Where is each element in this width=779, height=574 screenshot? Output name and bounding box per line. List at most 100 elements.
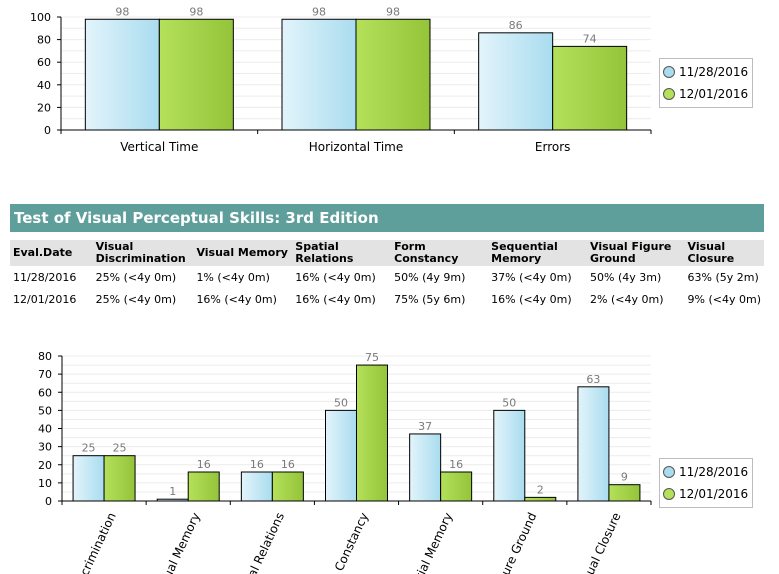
- table-header-row: Eval.Date Visual Discrimination Visual M…: [10, 240, 764, 266]
- legend-label: 12/01/2016: [679, 487, 749, 501]
- table-cell: 11/28/2016: [13, 270, 77, 284]
- data-label: 9: [621, 471, 628, 484]
- column-header: Spatial Relations: [292, 240, 392, 266]
- x-tick-label: Horizontal Time: [309, 140, 403, 154]
- y-tick-label: 40: [38, 423, 52, 436]
- y-tick-label: 20: [37, 101, 51, 114]
- legend-label: 12/01/2016: [679, 87, 749, 101]
- data-label: 50: [334, 396, 348, 409]
- column-header: Visual Discrimination: [92, 240, 194, 266]
- y-tick-label: 30: [38, 441, 52, 454]
- data-label: 75: [365, 351, 379, 364]
- data-label: 25: [113, 442, 127, 455]
- bar: [187, 471, 220, 502]
- y-tick-label: 70: [38, 368, 52, 381]
- legend-label: 11/28/2016: [679, 65, 749, 79]
- table-cell: 50% (4y 9m): [394, 270, 466, 284]
- x-tick-label: Constancy: [332, 510, 371, 573]
- table-cell: 16% (<4y 0m): [295, 270, 376, 284]
- bar: [103, 455, 136, 502]
- x-tick-label: ure Ground: [498, 510, 539, 574]
- y-tick-label: 100: [30, 11, 51, 24]
- data-label: 16: [449, 458, 463, 471]
- bar: [158, 18, 234, 131]
- column-header: Visual Memory: [193, 240, 293, 266]
- y-tick-label: 0: [45, 495, 52, 508]
- table-cell: 63% (5y 2m): [687, 270, 759, 284]
- data-label: 74: [583, 32, 597, 45]
- table-cell: 12/01/2016: [13, 292, 77, 306]
- y-tick-label: 60: [38, 386, 52, 399]
- times-errors-bar-chart: 0 20 40 60 80 100 98 98 Vertical Time 98 98 Horizon…: [30, 5, 652, 154]
- x-tick-label: ual Closure: [583, 510, 624, 574]
- bar: [156, 498, 189, 502]
- chart-top-legend: 11/28/2016 12/01/2016: [659, 58, 753, 108]
- bar: [524, 496, 557, 502]
- table-cell: 37% (<4y 0m): [491, 270, 572, 284]
- table-cell: 25% (<4y 0m): [95, 270, 177, 284]
- table-cell: 16% (<4y 0m): [196, 292, 277, 306]
- bar: [240, 471, 273, 502]
- data-label: 63: [586, 373, 600, 386]
- data-label: 16: [250, 458, 264, 471]
- bar: [355, 18, 431, 131]
- table-cell: 75% (5y 6m): [394, 292, 466, 306]
- data-label: 37: [418, 420, 432, 433]
- data-label: 50: [502, 396, 516, 409]
- table-row: 11/28/2016 25% (<4y 0m) 1% (<4y 0m) 16% …: [10, 266, 764, 288]
- column-header: Eval.Date: [10, 240, 93, 266]
- bar: [84, 18, 160, 131]
- y-tick-label: 20: [38, 459, 52, 472]
- table-cell: 25% (<4y 0m): [95, 292, 177, 306]
- bar: [72, 455, 105, 502]
- bar: [493, 409, 526, 502]
- table-cell: 16% (<4y 0m): [295, 292, 376, 306]
- x-tick-label: al Relations: [245, 510, 287, 574]
- data-label: 16: [197, 458, 211, 471]
- legend-item-series-2: 12/01/2016: [663, 87, 748, 101]
- table-row: 12/01/2016 25% (<4y 0m) 16% (<4y 0m) 16%…: [10, 288, 764, 310]
- bar: [271, 471, 304, 502]
- column-header: Sequential Memory: [488, 240, 588, 266]
- data-label: 98: [115, 5, 129, 18]
- column-header: Form Constancy: [391, 240, 489, 266]
- column-header: Visual Figure Ground: [587, 240, 685, 266]
- y-tick-label: 50: [38, 404, 52, 417]
- y-tick-label: 10: [38, 477, 52, 490]
- y-tick-label: 60: [37, 56, 51, 69]
- table-cell: 16% (<4y 0m): [491, 292, 572, 306]
- legend-item-series-2: 12/01/2016: [663, 487, 748, 501]
- data-label: 98: [189, 5, 203, 18]
- bar: [281, 18, 357, 131]
- x-tick-label: crimination: [77, 510, 118, 574]
- table-cell: 50% (4y 3m): [590, 270, 662, 284]
- x-tick-label: tial Memory: [413, 510, 456, 574]
- data-label: 86: [509, 19, 523, 32]
- table-cell: 9% (<4y 0m): [687, 292, 761, 306]
- x-tick-label: Vertical Time: [120, 140, 198, 154]
- data-label: 1: [169, 485, 176, 498]
- bar: [409, 433, 442, 502]
- y-tick-label: 40: [37, 79, 51, 92]
- legend-item-series-1: 11/28/2016: [663, 65, 748, 79]
- y-tick-label: 0: [44, 124, 51, 137]
- tvps-results-table: Eval.Date Visual Discrimination Visual M…: [10, 240, 764, 310]
- x-tick-label: ual Memory: [160, 510, 203, 574]
- column-header: Visual Closure: [684, 240, 764, 266]
- data-label: 98: [386, 5, 400, 18]
- section-title: Test of Visual Perceptual Skills: 3rd Ed…: [10, 204, 764, 232]
- y-tick-label: 80: [38, 350, 52, 363]
- legend-label: 11/28/2016: [679, 465, 749, 479]
- x-tick-label: Errors: [535, 140, 571, 154]
- bar: [608, 484, 641, 502]
- data-label: 16: [281, 458, 295, 471]
- bar: [552, 45, 628, 131]
- bar: [478, 32, 554, 131]
- table-cell: 1% (<4y 0m): [196, 270, 270, 284]
- tvps-percentile-bar-chart: 0 10 20 30 40 50 60 70 80 25 25 crimination 1 16 ual M…: [38, 350, 652, 574]
- y-tick-label: 80: [37, 34, 51, 47]
- bar: [325, 409, 357, 502]
- data-label: 2: [537, 483, 544, 496]
- bar: [356, 364, 388, 502]
- table-cell: 2% (<4y 0m): [590, 292, 664, 306]
